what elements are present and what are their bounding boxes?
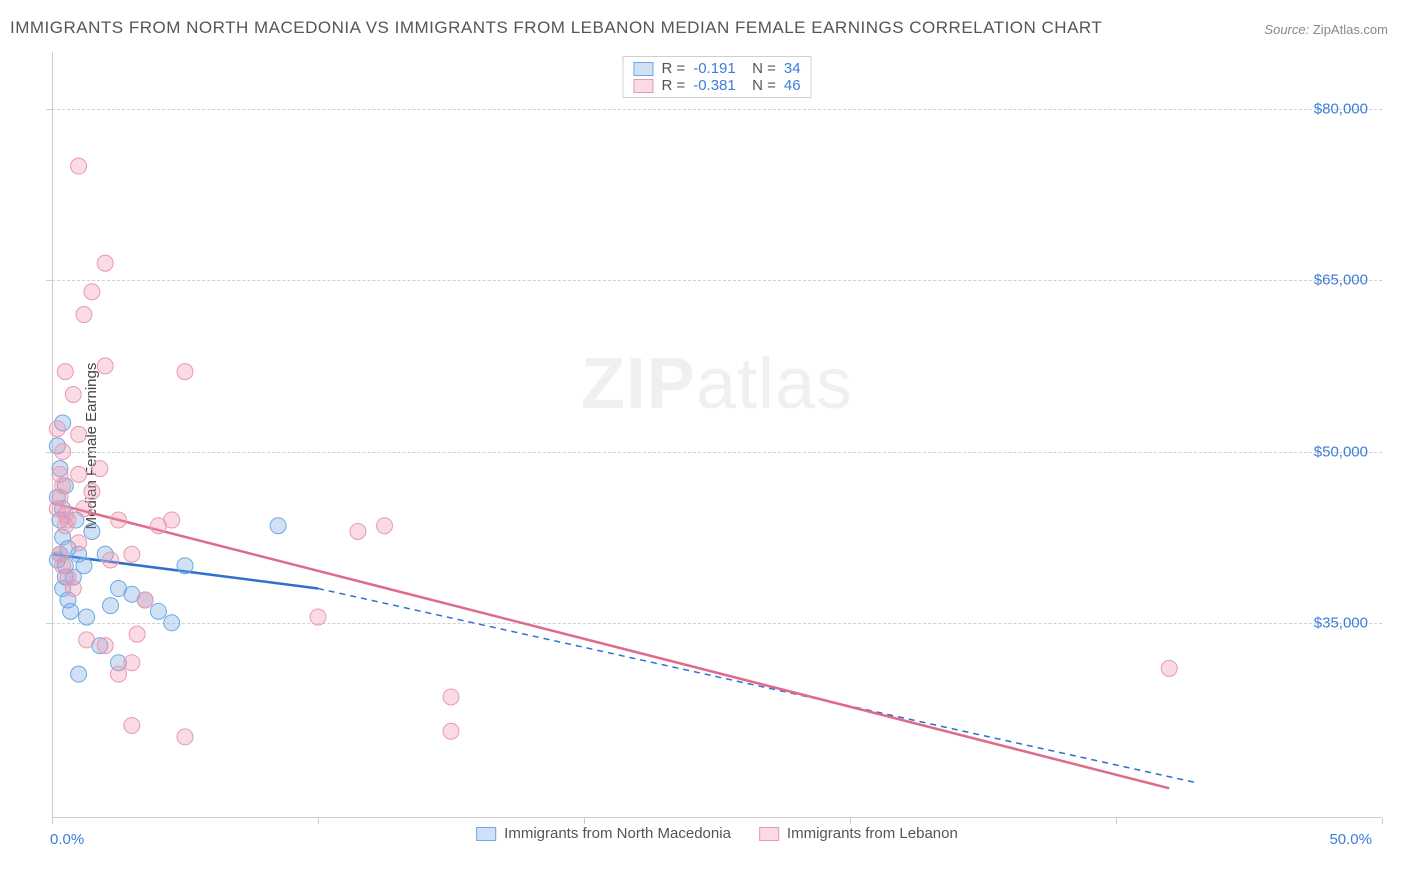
point-lebanon: [164, 512, 180, 528]
point-lebanon: [71, 426, 87, 442]
regression-dash-macedonia: [318, 589, 1196, 783]
point-lebanon: [52, 466, 68, 482]
n-label: N =: [744, 77, 776, 94]
point-lebanon: [84, 483, 100, 499]
point-macedonia: [270, 518, 286, 534]
scatter-svg: [52, 52, 1382, 842]
point-lebanon: [137, 592, 153, 608]
swatch-macedonia: [476, 827, 496, 841]
point-macedonia: [71, 666, 87, 682]
point-lebanon: [350, 523, 366, 539]
x-tick: [1382, 818, 1383, 824]
point-lebanon: [65, 386, 81, 402]
swatch-lebanon: [633, 79, 653, 93]
series-label-macedonia: Immigrants from North Macedonia: [504, 825, 731, 842]
point-lebanon: [310, 609, 326, 625]
legend-row-macedonia: R = -0.191 N = 34: [633, 60, 800, 77]
point-lebanon: [124, 655, 140, 671]
source-label: Source:: [1264, 22, 1309, 37]
x-tick-label: 0.0%: [50, 831, 84, 848]
point-lebanon: [129, 626, 145, 642]
point-lebanon: [79, 632, 95, 648]
point-lebanon: [84, 284, 100, 300]
legend-item-macedonia: Immigrants from North Macedonia: [476, 825, 731, 842]
point-macedonia: [63, 603, 79, 619]
point-lebanon: [71, 158, 87, 174]
y-tick-label: $50,000: [1314, 443, 1368, 460]
point-lebanon: [97, 358, 113, 374]
point-lebanon: [97, 638, 113, 654]
point-lebanon: [111, 666, 127, 682]
source-value: ZipAtlas.com: [1313, 22, 1388, 37]
r-value-macedonia: -0.191: [693, 60, 736, 77]
source-credit: Source: ZipAtlas.com: [1264, 22, 1388, 37]
point-macedonia: [150, 603, 166, 619]
point-macedonia: [103, 598, 119, 614]
y-tick-label: $80,000: [1314, 101, 1368, 118]
point-lebanon: [443, 689, 459, 705]
n-label: N =: [744, 60, 776, 77]
point-lebanon: [103, 552, 119, 568]
point-lebanon: [57, 518, 73, 534]
plot-area: ZIPatlas R = -0.191 N = 34 R = -0.381 N …: [52, 52, 1382, 842]
point-lebanon: [177, 729, 193, 745]
n-value-macedonia: 34: [784, 60, 801, 77]
point-lebanon: [124, 718, 140, 734]
point-lebanon: [1161, 660, 1177, 676]
legend-item-lebanon: Immigrants from Lebanon: [759, 825, 958, 842]
r-label: R =: [661, 60, 685, 77]
point-lebanon: [71, 466, 87, 482]
point-lebanon: [92, 461, 108, 477]
point-lebanon: [111, 512, 127, 528]
point-lebanon: [97, 255, 113, 271]
legend-series: Immigrants from North Macedonia Immigran…: [476, 825, 958, 842]
point-lebanon: [377, 518, 393, 534]
point-lebanon: [65, 581, 81, 597]
point-lebanon: [124, 546, 140, 562]
point-macedonia: [177, 558, 193, 574]
point-lebanon: [49, 421, 65, 437]
point-lebanon: [76, 307, 92, 323]
y-tick-label: $35,000: [1314, 614, 1368, 631]
r-value-lebanon: -0.381: [693, 77, 736, 94]
x-tick-label: 50.0%: [1329, 831, 1372, 848]
point-macedonia: [79, 609, 95, 625]
point-lebanon: [76, 501, 92, 517]
point-lebanon: [71, 535, 87, 551]
point-macedonia: [76, 558, 92, 574]
chart-title: IMMIGRANTS FROM NORTH MACEDONIA VS IMMIG…: [10, 18, 1102, 38]
regression-line-lebanon: [52, 503, 1169, 788]
r-label: R =: [661, 77, 685, 94]
point-macedonia: [84, 523, 100, 539]
swatch-lebanon: [759, 827, 779, 841]
n-value-lebanon: 46: [784, 77, 801, 94]
point-lebanon: [57, 364, 73, 380]
point-lebanon: [443, 723, 459, 739]
point-macedonia: [164, 615, 180, 631]
legend-correlation: R = -0.191 N = 34 R = -0.381 N = 46: [622, 56, 811, 98]
point-lebanon: [177, 364, 193, 380]
series-label-lebanon: Immigrants from Lebanon: [787, 825, 958, 842]
y-tick-label: $65,000: [1314, 272, 1368, 289]
swatch-macedonia: [633, 62, 653, 76]
point-lebanon: [55, 444, 71, 460]
legend-row-lebanon: R = -0.381 N = 46: [633, 77, 800, 94]
